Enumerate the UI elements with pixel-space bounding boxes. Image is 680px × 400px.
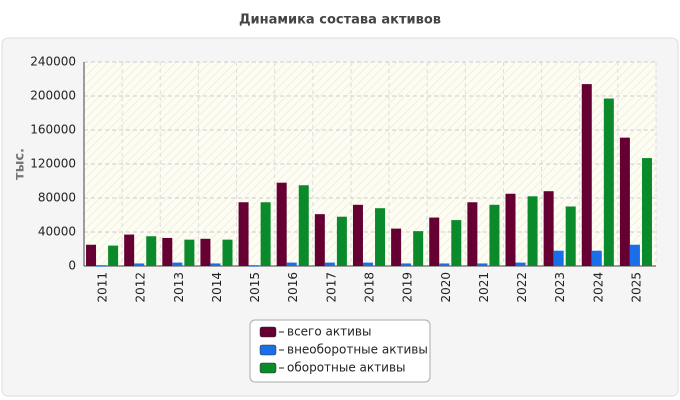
bar	[467, 202, 478, 266]
bar	[124, 234, 135, 266]
bar	[641, 158, 652, 266]
bar	[96, 265, 107, 267]
bar	[146, 236, 157, 266]
bar	[619, 137, 630, 266]
bar	[222, 239, 233, 266]
x-tick-label: 2023	[553, 272, 567, 303]
bar	[298, 185, 309, 266]
bar	[603, 98, 614, 266]
bar	[391, 228, 402, 266]
bar	[375, 208, 386, 266]
bar	[134, 263, 145, 266]
bar	[162, 237, 173, 266]
bar	[543, 191, 554, 266]
bar	[581, 84, 592, 266]
x-tick-label: 2019	[401, 272, 415, 303]
x-tick-label: 2015	[248, 272, 262, 303]
bar	[352, 204, 363, 266]
bar	[527, 196, 538, 266]
bar	[413, 231, 424, 266]
legend	[249, 319, 431, 383]
bar	[276, 182, 287, 266]
bar	[565, 206, 576, 266]
legend-label: всего активы	[287, 325, 371, 339]
legend-label: внеоборотные активы	[287, 343, 428, 357]
bar	[515, 262, 526, 266]
y-tick-label: 120000	[30, 157, 76, 171]
bar	[86, 244, 97, 266]
bar	[336, 216, 347, 266]
x-tick-label: 2013	[172, 272, 186, 303]
bar	[505, 193, 516, 266]
bar	[401, 263, 412, 266]
bar	[286, 262, 297, 266]
bar	[591, 250, 602, 266]
legend-label: оборотные активы	[287, 361, 406, 375]
bar	[184, 239, 195, 266]
bar	[429, 217, 440, 266]
legend-swatch	[259, 362, 277, 374]
chart-title: Динамика состава активов	[239, 13, 441, 28]
x-tick-label: 2011	[96, 272, 110, 303]
y-tick-label: 200000	[30, 89, 76, 103]
x-tick-label: 2022	[515, 272, 529, 303]
x-tick-label: 2018	[363, 272, 377, 303]
bar	[489, 204, 500, 266]
y-tick-label: 40000	[38, 225, 76, 239]
bar	[314, 214, 325, 266]
bar	[248, 265, 259, 267]
legend-swatch	[259, 326, 277, 338]
bar	[238, 202, 249, 266]
y-tick-label: 240000	[30, 55, 76, 69]
y-tick-label: 160000	[30, 123, 76, 137]
legend-swatch	[259, 344, 277, 356]
x-tick-label: 2017	[324, 272, 338, 303]
x-tick-label: 2020	[439, 272, 453, 303]
bar	[324, 262, 335, 266]
y-tick-label: 80000	[38, 191, 76, 205]
x-tick-label: 2016	[286, 272, 300, 303]
x-tick-label: 2024	[591, 272, 605, 303]
x-tick-label: 2021	[477, 272, 491, 303]
bar	[553, 250, 564, 266]
bar	[260, 202, 271, 266]
bar	[108, 245, 119, 266]
x-tick-label: 2025	[629, 272, 643, 303]
y-tick-label: 0	[68, 259, 76, 273]
bar	[172, 262, 183, 266]
x-tick-label: 2012	[134, 272, 148, 303]
y-axis-label: тыс.	[13, 148, 28, 180]
bar	[200, 238, 211, 266]
bar	[363, 262, 373, 266]
bar	[629, 244, 640, 266]
bar	[439, 263, 450, 266]
bar	[451, 220, 462, 266]
bar	[477, 263, 488, 266]
x-tick-label: 2014	[210, 272, 224, 303]
bar	[210, 263, 221, 266]
